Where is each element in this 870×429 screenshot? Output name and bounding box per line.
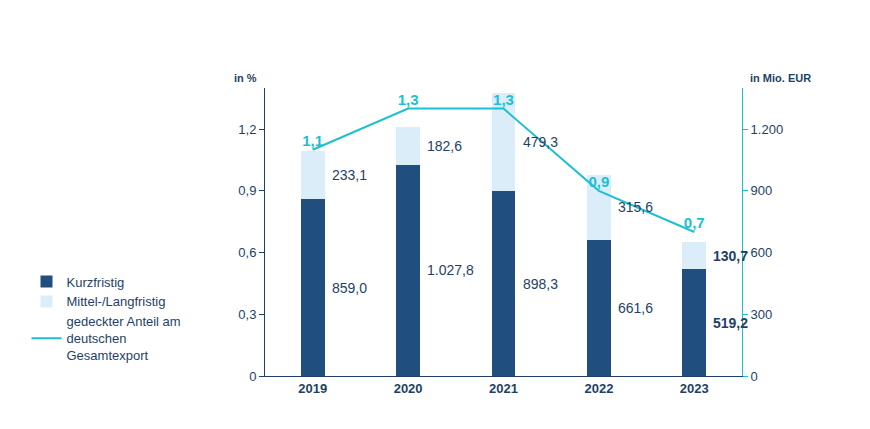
- svg-text:898,3: 898,3: [523, 276, 558, 292]
- svg-text:479,3: 479,3: [523, 134, 558, 150]
- svg-text:Kurzfristig: Kurzfristig: [67, 275, 125, 290]
- svg-text:1,3: 1,3: [398, 91, 419, 108]
- svg-text:2019: 2019: [298, 381, 327, 396]
- svg-text:182,6: 182,6: [427, 138, 462, 154]
- svg-text:0,9: 0,9: [238, 183, 256, 198]
- svg-text:519,2: 519,2: [713, 315, 748, 331]
- svg-text:300: 300: [751, 307, 773, 322]
- svg-text:0: 0: [751, 369, 758, 384]
- svg-text:233,1: 233,1: [332, 167, 367, 183]
- svg-text:in Mio. EUR: in Mio. EUR: [750, 72, 811, 84]
- svg-text:in %: in %: [234, 72, 257, 84]
- svg-text:1,1: 1,1: [302, 132, 323, 149]
- svg-text:315,6: 315,6: [618, 199, 653, 215]
- svg-text:0,9: 0,9: [588, 173, 609, 190]
- svg-text:Mittel-/Langfristig: Mittel-/Langfristig: [67, 294, 166, 309]
- svg-text:130,7: 130,7: [713, 248, 748, 264]
- svg-text:1,2: 1,2: [238, 122, 256, 137]
- svg-text:1.027,8: 1.027,8: [427, 262, 474, 278]
- svg-text:2020: 2020: [394, 381, 423, 396]
- svg-text:0: 0: [249, 369, 256, 384]
- svg-text:gedeckter Anteil amdeutschenGe: gedeckter Anteil amdeutschenGesamtexport: [67, 314, 181, 363]
- svg-text:1.200: 1.200: [751, 122, 784, 137]
- svg-text:2023: 2023: [680, 381, 709, 396]
- svg-text:1,3: 1,3: [493, 91, 514, 108]
- svg-text:900: 900: [751, 183, 773, 198]
- svg-text:2021: 2021: [489, 381, 518, 396]
- svg-text:0,3: 0,3: [238, 307, 256, 322]
- svg-text:0,6: 0,6: [238, 245, 256, 260]
- svg-text:859,0: 859,0: [332, 280, 367, 296]
- svg-text:0,7: 0,7: [684, 214, 705, 231]
- svg-text:2022: 2022: [584, 381, 613, 396]
- svg-text:600: 600: [751, 245, 773, 260]
- svg-text:661,6: 661,6: [618, 300, 653, 316]
